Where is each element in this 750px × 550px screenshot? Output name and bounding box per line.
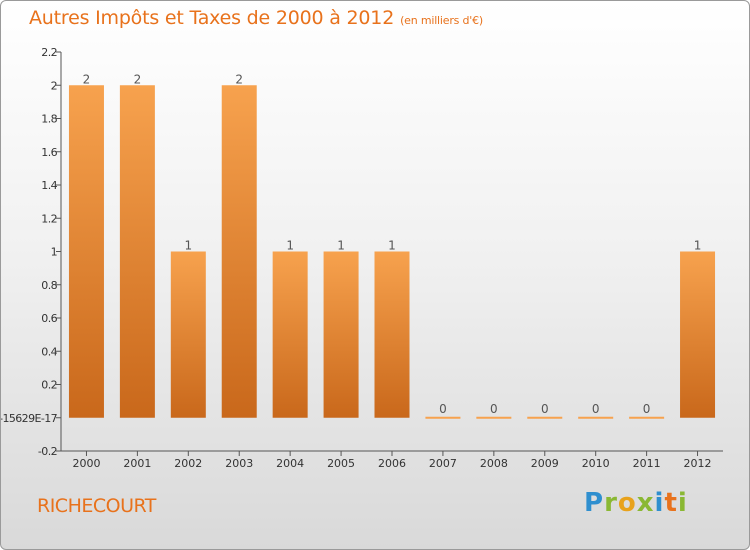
bar (527, 416, 563, 419)
bar-value-label: 1 (337, 239, 345, 253)
bar (578, 416, 614, 419)
bar-value-label: 1 (286, 239, 294, 253)
bar (476, 416, 512, 419)
commune-name: RICHECOURT (37, 495, 156, 517)
x-tick-label: 2001 (123, 457, 151, 470)
bar (221, 85, 257, 418)
bar-value-label: 1 (694, 239, 702, 253)
y-tick-label: 2 (51, 79, 57, 92)
bar (374, 251, 410, 418)
logo-letter: i (654, 488, 665, 518)
y-tick-label: -15629E-17 (1, 412, 58, 425)
bar-value-label: 0 (541, 402, 549, 416)
logo-letter: o (617, 488, 637, 518)
y-tick-label: 1.6 (41, 146, 57, 159)
bar-value-label: 0 (439, 402, 447, 416)
x-tick-label: 2004 (276, 457, 304, 470)
y-tick-label: 0.4 (41, 345, 57, 358)
bar (119, 85, 155, 418)
y-tick-label: 1.4 (41, 179, 57, 192)
x-tick-label: 2007 (429, 457, 457, 470)
x-tick-label: 2012 (684, 457, 712, 470)
bar (272, 251, 308, 418)
x-tick-label: 2008 (480, 457, 508, 470)
y-tick-label: 0.6 (41, 312, 57, 325)
bar-value-label: 2 (134, 72, 142, 86)
chart-subtitle: (en milliers d'€) (400, 14, 483, 27)
logo-letter: x (636, 488, 655, 518)
x-tick-label: 2006 (378, 457, 406, 470)
y-tick-label: 1 (51, 246, 57, 259)
y-tick-label: 1.8 (41, 113, 57, 126)
x-tick-label: 2009 (531, 457, 559, 470)
x-tick-label: 2000 (72, 457, 100, 470)
bar (68, 85, 104, 418)
bar (680, 251, 716, 418)
x-tick-label: 2005 (327, 457, 355, 470)
chart-data-labels: 2 2 1 2 1 1 1 0 0 0 0 0 1 (83, 72, 702, 416)
chart-x-ticks: 2000 2001 2002 2003 2004 2005 2006 2007 2008 2009… (72, 451, 712, 470)
bar-value-label: 2 (83, 72, 91, 86)
bar-value-label: 0 (643, 402, 651, 416)
proxiti-logo[interactable]: Proxiti (584, 488, 688, 518)
bar (323, 251, 359, 418)
y-tick-label: 0.8 (41, 279, 57, 292)
chart-bars (68, 85, 716, 419)
bar-value-label: 2 (235, 72, 243, 86)
x-tick-label: 2002 (174, 457, 202, 470)
bar (425, 416, 461, 419)
x-tick-label: 2003 (225, 457, 253, 470)
x-tick-label: 2011 (633, 457, 661, 470)
bar-value-label: 1 (184, 239, 192, 253)
bar-value-label: 0 (490, 402, 498, 416)
logo-letter: t (664, 488, 678, 518)
y-tick-label: 1.2 (41, 212, 57, 225)
bar-value-label: 0 (592, 402, 600, 416)
logo-letter: i (677, 488, 688, 518)
chart-y-ticks: 2.2 2 1.8 1.6 1.4 1.2 1 0.8 0.6 0.4 0.2 -15629E-17 -… (1, 46, 61, 458)
chart-title-text: Autres Impôts et Taxes de 2000 à 2012 (29, 7, 395, 29)
bar (629, 416, 665, 419)
y-tick-label: -0.2 (38, 445, 57, 458)
chart-title: Autres Impôts et Taxes de 2000 à 2012 (en… (29, 7, 483, 29)
x-tick-label: 2010 (582, 457, 610, 470)
bar (170, 251, 206, 418)
y-tick-label: 2.2 (41, 46, 57, 59)
logo-letter: P (584, 488, 605, 518)
logo-letter: r (604, 488, 618, 518)
y-tick-label: 0.2 (41, 379, 57, 392)
bar-value-label: 1 (388, 239, 396, 253)
